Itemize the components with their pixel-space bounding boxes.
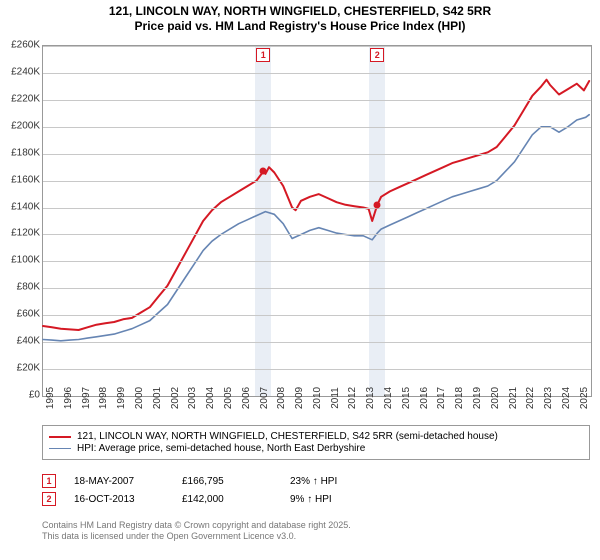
xtick-label: 1995 — [45, 387, 56, 409]
xtick-label: 2001 — [152, 387, 163, 409]
footer-line-1: Contains HM Land Registry data © Crown c… — [42, 520, 590, 531]
ytick-label: £80K — [0, 282, 40, 293]
gridline — [43, 154, 591, 155]
gridline — [43, 315, 591, 316]
sale-marker-2: 2 — [42, 492, 56, 506]
xtick-label: 2008 — [276, 387, 287, 409]
xtick-label: 2019 — [472, 387, 483, 409]
plot-area: 12 — [42, 45, 592, 397]
ytick-label: £0 — [0, 390, 40, 401]
ytick-label: £60K — [0, 309, 40, 320]
xtick-label: 2016 — [419, 387, 430, 409]
series-price_paid — [43, 80, 589, 330]
gridline — [43, 234, 591, 235]
xtick-label: 2015 — [401, 387, 412, 409]
ytick-label: £220K — [0, 93, 40, 104]
chart-svg — [43, 46, 591, 396]
gridline — [43, 342, 591, 343]
xtick-label: 2025 — [579, 387, 590, 409]
xtick-label: 2009 — [294, 387, 305, 409]
legend-swatch-1 — [49, 436, 71, 438]
footer-line-2: This data is licensed under the Open Gov… — [42, 531, 590, 542]
xtick-label: 2024 — [561, 387, 572, 409]
gridline — [43, 100, 591, 101]
ytick-label: £200K — [0, 120, 40, 131]
gridline — [43, 46, 591, 47]
ytick-label: £160K — [0, 174, 40, 185]
sale-dot — [260, 168, 267, 175]
xtick-label: 1997 — [81, 387, 92, 409]
xtick-label: 2014 — [383, 387, 394, 409]
xtick-label: 2012 — [347, 387, 358, 409]
xtick-label: 2020 — [490, 387, 501, 409]
gridline — [43, 208, 591, 209]
xtick-label: 1998 — [98, 387, 109, 409]
legend: 121, LINCOLN WAY, NORTH WINGFIELD, CHEST… — [42, 425, 590, 460]
xtick-label: 2021 — [508, 387, 519, 409]
ytick-label: £120K — [0, 228, 40, 239]
sale-row-1: 1 18-MAY-2007 £166,795 23% ↑ HPI — [42, 474, 590, 488]
sale-price-1: £166,795 — [182, 476, 272, 487]
sale-change-1: 23% ↑ HPI — [290, 476, 380, 487]
legend-label-1: 121, LINCOLN WAY, NORTH WINGFIELD, CHEST… — [77, 431, 498, 442]
xtick-label: 1999 — [116, 387, 127, 409]
series-hpi — [43, 115, 589, 341]
ytick-label: £140K — [0, 201, 40, 212]
xtick-label: 2006 — [241, 387, 252, 409]
gridline — [43, 127, 591, 128]
legend-label-2: HPI: Average price, semi-detached house,… — [77, 443, 365, 454]
sale-price-2: £142,000 — [182, 494, 272, 505]
footer: Contains HM Land Registry data © Crown c… — [42, 520, 590, 543]
sale-row-2: 2 16-OCT-2013 £142,000 9% ↑ HPI — [42, 492, 590, 506]
xtick-label: 2022 — [525, 387, 536, 409]
xtick-label: 2011 — [330, 387, 341, 409]
xtick-label: 2002 — [170, 387, 181, 409]
sale-dot — [374, 201, 381, 208]
xtick-label: 2004 — [205, 387, 216, 409]
ytick-label: £100K — [0, 255, 40, 266]
sale-change-2: 9% ↑ HPI — [290, 494, 380, 505]
xtick-label: 2017 — [436, 387, 447, 409]
xtick-label: 1996 — [63, 387, 74, 409]
xtick-label: 2003 — [187, 387, 198, 409]
ytick-label: £20K — [0, 363, 40, 374]
ytick-label: £40K — [0, 336, 40, 347]
xtick-label: 2023 — [543, 387, 554, 409]
xtick-label: 2018 — [454, 387, 465, 409]
sale-date-1: 18-MAY-2007 — [74, 476, 164, 487]
sale-rows: 1 18-MAY-2007 £166,795 23% ↑ HPI 2 16-OC… — [42, 470, 590, 510]
gridline — [43, 181, 591, 182]
gridline — [43, 288, 591, 289]
xtick-label: 2007 — [259, 387, 270, 409]
sale-marker-box: 2 — [370, 48, 384, 62]
ytick-label: £260K — [0, 40, 40, 51]
xtick-label: 2010 — [312, 387, 323, 409]
ytick-label: £180K — [0, 147, 40, 158]
xtick-label: 2000 — [134, 387, 145, 409]
gridline — [43, 73, 591, 74]
legend-row-1: 121, LINCOLN WAY, NORTH WINGFIELD, CHEST… — [49, 431, 583, 442]
title-line-1: 121, LINCOLN WAY, NORTH WINGFIELD, CHEST… — [0, 4, 600, 19]
gridline — [43, 261, 591, 262]
sale-date-2: 16-OCT-2013 — [74, 494, 164, 505]
sale-marker-1: 1 — [42, 474, 56, 488]
legend-row-2: HPI: Average price, semi-detached house,… — [49, 443, 583, 454]
legend-swatch-2 — [49, 448, 71, 449]
gridline — [43, 369, 591, 370]
xtick-label: 2005 — [223, 387, 234, 409]
xtick-label: 2013 — [365, 387, 376, 409]
ytick-label: £240K — [0, 66, 40, 77]
title-line-2: Price paid vs. HM Land Registry's House … — [0, 19, 600, 34]
sale-marker-box: 1 — [256, 48, 270, 62]
